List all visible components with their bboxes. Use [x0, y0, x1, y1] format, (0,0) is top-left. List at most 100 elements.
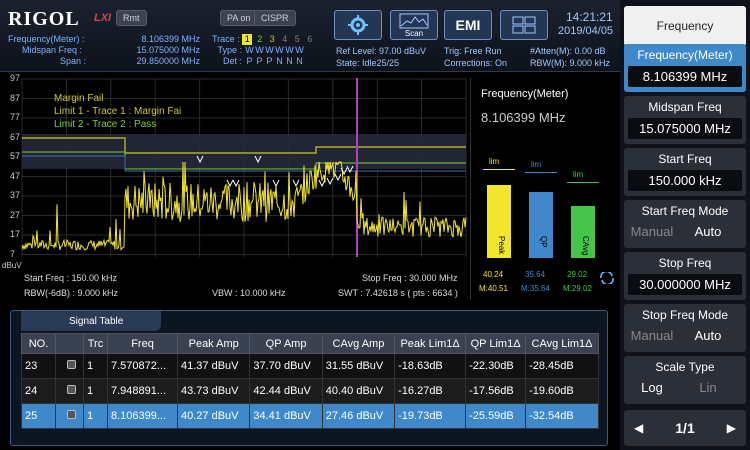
- clock-time: 14:21:21: [566, 10, 613, 24]
- refresh-icon[interactable]: [599, 272, 615, 284]
- row-checkbox[interactable]: [66, 360, 76, 369]
- stop-mode-auto[interactable]: Auto: [694, 328, 722, 343]
- trigger: Trig: Free Run: [444, 46, 502, 56]
- start-freq-mode-softkey[interactable]: Start Freq Mode Manual Auto: [624, 200, 746, 248]
- col-trc[interactable]: Trc: [83, 333, 108, 354]
- limit-3-line: [22, 155, 466, 172]
- limit-1-line: [22, 137, 466, 154]
- limit-legend: Margin Fail Limit 1 - Trace 1 : Margin F…: [54, 92, 181, 131]
- trace-6[interactable]: 6: [307, 34, 313, 44]
- prev-page-icon[interactable]: ◀: [634, 421, 644, 435]
- cell-cavg-lim: -32.54dB: [525, 403, 599, 429]
- start-freq-softkey-label: Start Freq: [658, 152, 712, 166]
- meter-bar-label: Peak: [497, 236, 506, 255]
- det-4: N: [276, 56, 283, 66]
- type-6: W: [295, 45, 304, 55]
- col-peak-amp[interactable]: Peak Amp: [176, 333, 251, 354]
- stop-freq-softkey[interactable]: Stop Freq 30.000000 MHz: [624, 252, 746, 300]
- cell-no: 23: [21, 353, 56, 379]
- cispr-indicator: CISPR: [254, 10, 296, 26]
- trace-2[interactable]: 2: [257, 34, 263, 44]
- legend-limit-2: Limit 2 - Trace 2 : Pass: [54, 119, 157, 130]
- y-tick-label: 47: [10, 170, 21, 181]
- meter-limit-line: [483, 169, 515, 171]
- table-header: NO. Trc Freq Peak Amp QP Amp CAvg Amp Pe…: [21, 333, 599, 354]
- trace-5[interactable]: 5: [294, 34, 300, 44]
- scan-icon: [399, 13, 429, 28]
- table-row-selected[interactable]: 25 1 8.106399... 40.27 dBuV 34.41 dBuV 2…: [21, 403, 599, 429]
- cell-qp: 42.44 dBuV: [249, 378, 323, 404]
- col-freq[interactable]: Freq: [107, 333, 178, 354]
- peak-marker: [272, 179, 280, 188]
- state: State: Idle25/25: [336, 58, 400, 68]
- stop-mode-manual[interactable]: Manual: [630, 328, 674, 343]
- trace-1[interactable]: 1: [242, 34, 253, 45]
- layout-icon: [512, 16, 536, 34]
- col-cavg-amp[interactable]: CAvg Amp: [321, 333, 396, 354]
- peak-marker: [254, 155, 262, 164]
- start-mode-manual[interactable]: Manual: [630, 224, 674, 239]
- stop-freq-mode-softkey[interactable]: Stop Freq Mode Manual Auto: [624, 304, 746, 352]
- row-checkbox[interactable]: [66, 385, 76, 394]
- meter-bar-peak: [487, 185, 511, 258]
- cell-freq: 7.948891...: [107, 378, 178, 404]
- cell-check[interactable]: [55, 353, 84, 379]
- freq-meter-softkey[interactable]: Frequency(Meter) 8.106399 MHz: [624, 44, 746, 92]
- midspan-softkey-label: Midspan Freq: [648, 100, 722, 114]
- stop-freq-info: Stop Freq : 30.000 MHz: [362, 273, 458, 283]
- col-check[interactable]: [55, 333, 84, 354]
- peak-marker: [226, 179, 234, 188]
- spectrum-plot[interactable]: 97 87 77 67 57 47 37 27 17 7 dBuV Margin Fail Lim…: [0, 72, 470, 272]
- midspan-softkey[interactable]: Midspan Freq 15.075000 MHz: [624, 96, 746, 144]
- y-tick-label: 77: [10, 112, 21, 122]
- cell-check[interactable]: [55, 403, 84, 429]
- y-tick-label: 27: [10, 209, 21, 220]
- y-tick-label: 67: [10, 131, 21, 142]
- start-mode-auto[interactable]: Auto: [694, 224, 722, 239]
- cell-check[interactable]: [55, 378, 84, 404]
- softkey-panel: Frequency Frequency(Meter) 8.106399 MHz …: [620, 0, 750, 450]
- menu-title: Frequency: [624, 6, 746, 46]
- emi-label: EMI: [455, 17, 481, 33]
- col-qp-lim[interactable]: QP Lim1Δ: [465, 333, 527, 354]
- meter-bar-cavg: [571, 206, 595, 258]
- trace-4[interactable]: 4: [282, 34, 288, 44]
- cell-peak-lim: -19.73dB: [394, 403, 467, 429]
- table-row[interactable]: 23 1 7.570872... 41.37 dBuV 37.70 dBuV 3…: [21, 353, 599, 379]
- scale-type-softkey[interactable]: Scale Type Log Lin: [624, 356, 746, 404]
- det-label: Det :: [222, 56, 242, 66]
- settings-button[interactable]: [334, 10, 382, 40]
- span-value: 29.850000 MHz: [136, 56, 200, 66]
- cell-freq: 8.106399...: [107, 403, 178, 429]
- window-layout-button[interactable]: [500, 10, 548, 40]
- col-cavg-lim[interactable]: CAvg Lim1Δ: [525, 333, 599, 354]
- peak-marker: [346, 165, 354, 174]
- cell-qp-lim: -22.30dB: [465, 353, 527, 379]
- trace-3[interactable]: 3: [269, 34, 275, 44]
- scan-button[interactable]: Scan: [390, 10, 438, 40]
- col-qp-amp[interactable]: QP Amp: [249, 333, 323, 354]
- legend-margin-fail: Margin Fail: [54, 93, 104, 104]
- col-no[interactable]: NO.: [21, 333, 56, 354]
- meter-bar-qp: [529, 192, 553, 258]
- next-page-icon[interactable]: ▶: [726, 421, 736, 435]
- col-peak-lim[interactable]: Peak Lim1Δ: [394, 333, 467, 354]
- row-checkbox[interactable]: [66, 410, 76, 419]
- cell-peak: 41.37 dBuV: [176, 353, 251, 379]
- meter-limit-label: lim: [573, 170, 584, 180]
- scale-lin[interactable]: Lin: [699, 380, 717, 395]
- page-indicator: 1/1: [675, 420, 695, 436]
- marker-values: 8.106399 MHz 15.075000 MHz 29.850000 MHz: [130, 34, 200, 67]
- table-row[interactable]: 24 1 7.948891... 43.73 dBuV 42.44 dBuV 4…: [21, 378, 599, 404]
- emi-button[interactable]: EMI: [444, 10, 492, 40]
- peak-marker: [318, 179, 326, 188]
- cell-cavg-lim: -28.45dB: [525, 353, 599, 379]
- swt-info: SWT : 7.42618 s ( pts : 6634 ): [338, 288, 458, 298]
- meter-max-reading: M:40.51: [479, 284, 508, 293]
- stop-mode-label: Stop Freq Mode: [641, 308, 729, 322]
- meter-title: Frequency(Meter): [481, 88, 569, 100]
- start-freq-softkey[interactable]: Start Freq 150.000 kHz: [624, 148, 746, 196]
- scale-log[interactable]: Log: [641, 380, 663, 395]
- clock-date: 2019/04/05: [558, 25, 614, 37]
